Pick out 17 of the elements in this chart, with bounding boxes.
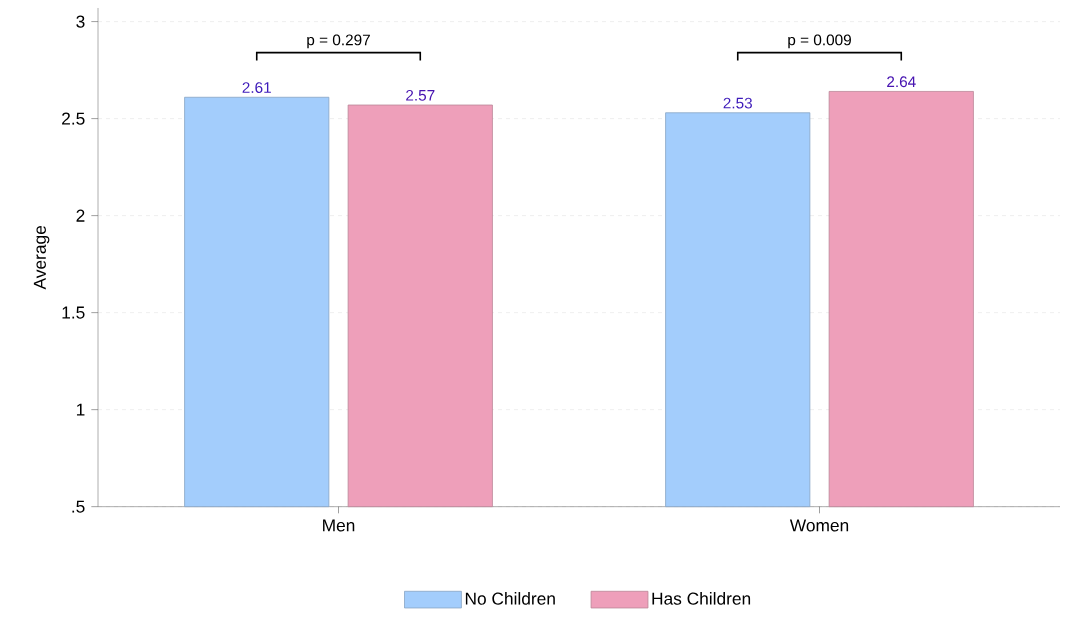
y-tick-label: 1.5	[62, 306, 85, 319]
y-tick-label: .5	[72, 500, 85, 513]
data-label: 2.64	[887, 76, 916, 88]
annotation: p = 0.009	[788, 34, 851, 49]
legend-label: No Children	[465, 592, 555, 605]
y-tick-label: 1	[76, 403, 85, 416]
annotation: p = 0.297	[307, 34, 370, 49]
y-tick-label: 3	[76, 15, 85, 28]
y-axis-title: Average	[33, 225, 50, 290]
data-label: 2.61	[242, 82, 271, 93]
data-label: 2.57	[406, 89, 435, 101]
data-label: 2.53	[723, 97, 752, 109]
x-tick-label: Women	[789, 519, 849, 532]
legend-label: Has Children	[652, 592, 751, 605]
y-tick-label: 2	[76, 209, 85, 222]
y-tick-label: 2.5	[62, 112, 85, 125]
x-tick-label: Men	[323, 519, 355, 532]
